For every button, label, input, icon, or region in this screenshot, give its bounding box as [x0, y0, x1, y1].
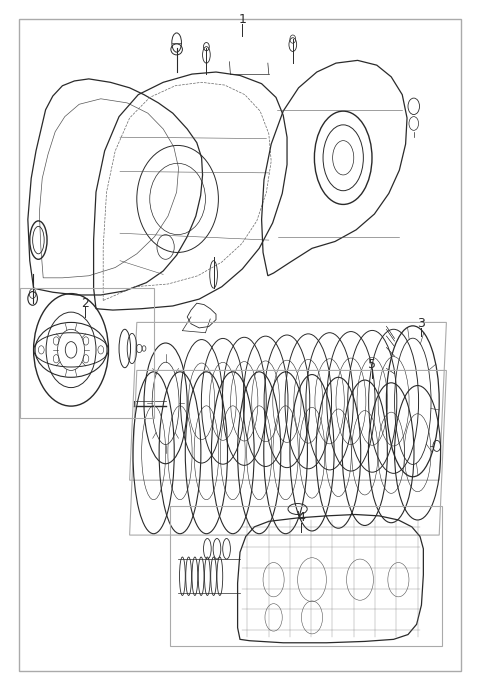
Text: 5: 5	[368, 359, 376, 371]
Bar	[170, 506, 442, 646]
Text: 3: 3	[418, 318, 425, 330]
Bar	[20, 288, 154, 418]
Text: 2: 2	[82, 297, 89, 309]
Text: 4: 4	[298, 512, 305, 524]
Text: 1: 1	[239, 13, 246, 25]
